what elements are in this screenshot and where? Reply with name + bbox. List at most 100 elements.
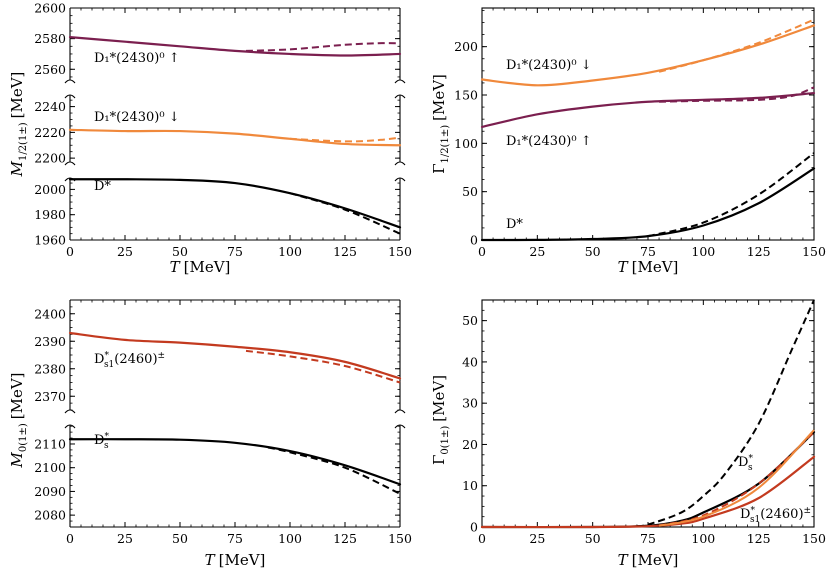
p1-xtick-label-0: 0 — [66, 244, 74, 259]
p3-label-red: D* s1(2460)± — [94, 351, 165, 370]
p2-xtick-label-5: 125 — [747, 244, 771, 259]
p1-break-left-a-2 — [64, 161, 76, 166]
p1-ytick-label-2-1: 1980 — [34, 207, 66, 222]
p3-ytick-label-0-0: 2370 — [34, 389, 66, 404]
p1-series-orange-dashed — [289, 136, 401, 143]
p3-series-black-dashed — [267, 446, 401, 495]
p3-xtick-label-3: 75 — [227, 531, 243, 546]
p4-series-black-dashed — [636, 299, 815, 528]
p2-ylabel: Γ1/2(1±)[MeV] — [430, 74, 451, 174]
p4-ytick-label-0-1: 10 — [462, 478, 478, 493]
p4-xtick-label-0: 0 — [478, 531, 486, 546]
p1-series-black-dashed — [289, 192, 401, 235]
p1-ytick-label-1-0: 2200 — [34, 151, 66, 166]
p2-xtick-label-2: 50 — [585, 244, 601, 259]
p4-xtick-label-3: 75 — [640, 531, 656, 546]
p3-xtick-label-5: 125 — [333, 531, 357, 546]
p4-series-red-solid — [480, 455, 816, 529]
p4-ytick-label-0-3: 30 — [462, 396, 478, 411]
p3-ytick-label-1-0: 2080 — [34, 508, 66, 523]
p4-ytick-label-0-5: 50 — [462, 313, 478, 328]
p1-xtick-label-3: 75 — [227, 244, 243, 259]
p3-break-left-b-1 — [64, 424, 76, 429]
p2-xtick-label-3: 75 — [640, 244, 656, 259]
p4-series-red-extra — [658, 429, 815, 527]
p2-xlabel: T [MeV] — [618, 258, 679, 276]
p3-ytick-label-0-1: 2380 — [34, 361, 66, 376]
p3-series-black-solid — [68, 438, 402, 486]
p3-ytick-label-0-3: 2400 — [34, 306, 66, 321]
p2-ytick-label-0-2: 100 — [454, 136, 478, 151]
p1-break-left-a-1 — [64, 79, 76, 84]
p4-series-red-dashed — [658, 431, 815, 527]
p1-series-purple-dashed — [245, 42, 401, 52]
p4-label-red: D* s1(2460)± — [740, 506, 811, 525]
p4-label-black: D* s — [738, 454, 753, 473]
p1-series-purple-solid — [68, 36, 402, 57]
p1-ytick-label-1-1: 2220 — [34, 125, 66, 140]
p4-ytick-label-0-4: 40 — [462, 354, 478, 369]
p3-ytick-label-0-2: 2390 — [34, 334, 66, 349]
p4-xtick-label-4: 100 — [691, 531, 715, 546]
p3-xtick-label-0: 0 — [66, 531, 74, 546]
p4-ytick-label-0-0: 0 — [470, 520, 478, 535]
p2-xtick-label-1: 25 — [529, 244, 545, 259]
p2-series-black-dashed — [647, 152, 815, 238]
p3-ytick-label-1-2: 2100 — [34, 460, 66, 475]
p1-series-black-solid — [68, 178, 402, 229]
p2-series-orange-dashed — [658, 18, 815, 73]
p1-label-purple: D₁*(2430)⁰ ↑ — [94, 51, 180, 66]
p1-ytick-label-2-0: 1960 — [34, 233, 66, 248]
p3-series-red-solid — [68, 331, 402, 380]
p2-series-orange-solid — [480, 24, 816, 87]
p4-ylabel: Γ0(1±)[MeV] — [430, 375, 451, 465]
p4-xtick-label-2: 50 — [585, 531, 601, 546]
p1-xlabel: T [MeV] — [170, 258, 231, 276]
p4-xtick-label-5: 125 — [747, 531, 771, 546]
p1-ytick-label-0-2: 2600 — [34, 1, 66, 16]
p2-xtick-label-4: 100 — [691, 244, 715, 259]
p1-xtick-label-5: 125 — [333, 244, 357, 259]
p2-ytick-label-0-4: 200 — [454, 39, 478, 54]
p3-xlabel: T [MeV] — [205, 551, 266, 569]
p3-break-right-a-1 — [394, 409, 406, 414]
p1-xtick-label-2: 50 — [172, 244, 188, 259]
p2-ytick-label-0-0: 0 — [470, 233, 478, 248]
p2-label-orange: D₁*(2430)⁰ ↓ — [506, 58, 592, 73]
p1-ytick-label-1-2: 2240 — [34, 99, 66, 114]
p3-break-right-b-1 — [394, 424, 406, 429]
p1-xtick-label-4: 100 — [278, 244, 302, 259]
p1-break-right-b-1 — [394, 94, 406, 99]
p1-label-black: D* — [94, 179, 111, 194]
p1-ylabel: M1/2(1±)[MeV] — [8, 72, 29, 178]
p3-break-left-a-1 — [64, 409, 76, 414]
p1-label-orange: D₁*(2430)⁰ ↓ — [94, 110, 180, 125]
p3-xtick-label-2: 50 — [172, 531, 188, 546]
p1-ytick-label-0-1: 2580 — [34, 31, 66, 46]
p1-xtick-label-6: 150 — [388, 244, 412, 259]
p1-xtick-label-1: 25 — [117, 244, 133, 259]
p2-ytick-label-0-1: 50 — [462, 184, 478, 199]
p1-break-right-a-1 — [394, 79, 406, 84]
p3-xtick-label-4: 100 — [278, 531, 302, 546]
p3-series-red-dashed — [245, 349, 401, 384]
p2-xtick-label-6: 150 — [802, 244, 826, 259]
p4-xlabel: T [MeV] — [618, 551, 679, 569]
p4-ytick-label-0-2: 20 — [462, 437, 478, 452]
p2-series-purple-dashed — [659, 86, 815, 103]
p2-label-black: D* — [506, 217, 523, 232]
p4-xtick-label-1: 25 — [529, 531, 545, 546]
p1-ytick-label-0-0: 2560 — [34, 62, 66, 77]
p1-series-orange-solid — [68, 128, 402, 147]
p3-ytick-label-1-3: 2110 — [34, 436, 66, 451]
p1-break-left-b-1 — [64, 94, 76, 99]
p2-ytick-label-0-3: 150 — [454, 88, 478, 103]
p1-ytick-label-2-2: 2000 — [34, 182, 66, 197]
p3-xtick-label-6: 150 — [388, 531, 412, 546]
p3-xtick-label-1: 25 — [117, 531, 133, 546]
p2-series-black-solid — [480, 167, 816, 242]
p2-series-purple-solid — [480, 91, 816, 128]
p3-ylabel: M0(1±)[MeV] — [8, 372, 29, 468]
p3-label-black: D* s — [94, 432, 109, 451]
